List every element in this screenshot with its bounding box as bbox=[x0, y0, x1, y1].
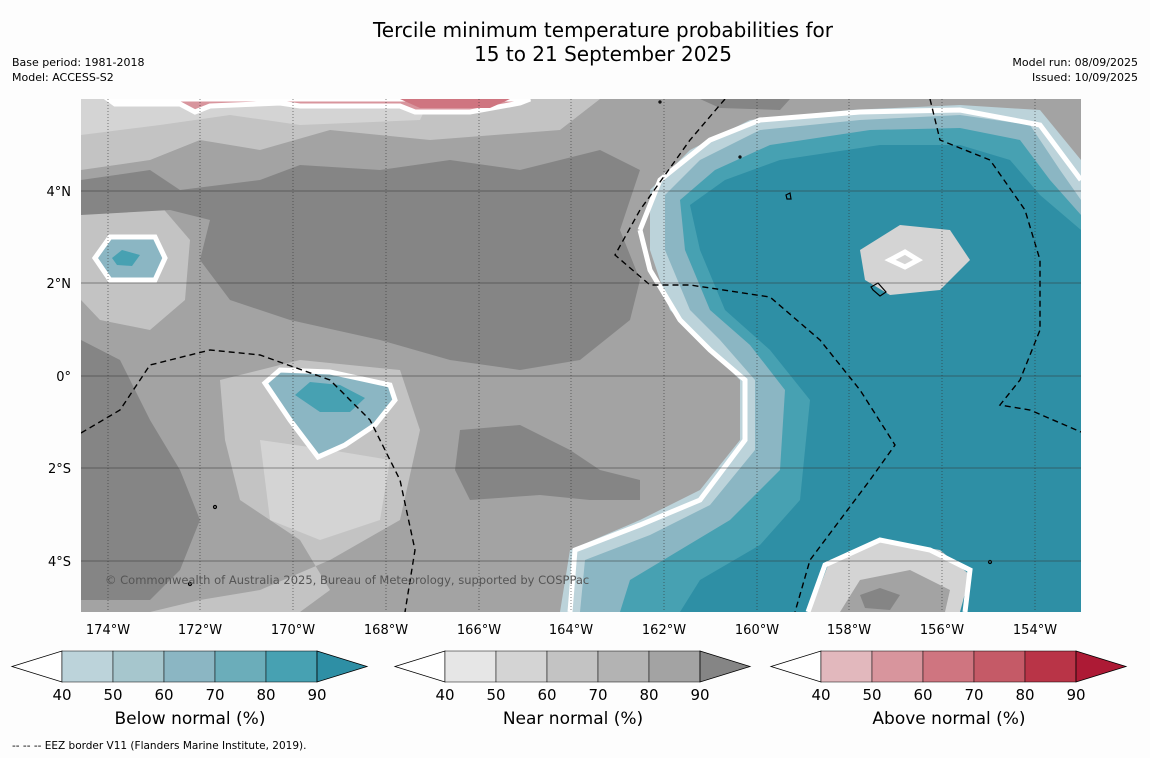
below-patch-central bbox=[261, 367, 398, 461]
colorbar-tick-label: 60 bbox=[913, 686, 932, 704]
colorbar: 40 50 60 70 80 90 bbox=[10, 650, 369, 704]
grid-lines bbox=[81, 190, 1081, 562]
lat-label: 2°N bbox=[47, 277, 72, 292]
map-field: © Commonwealth of Australia 2025, Bureau… bbox=[81, 99, 1081, 612]
below-patch-west-inner bbox=[112, 250, 140, 266]
colorbar-segment bbox=[163, 650, 216, 683]
colorbar-tick-label: 90 bbox=[1066, 686, 1085, 704]
colorbar-segment bbox=[973, 650, 1026, 683]
colorbar-extend-high bbox=[1075, 650, 1128, 683]
colorbar-segment bbox=[922, 650, 975, 683]
colorbar-segment bbox=[648, 650, 701, 683]
colorbar-tick-label: 90 bbox=[690, 686, 709, 704]
lat-label: 4°S bbox=[48, 555, 71, 570]
below-patch-central-inner bbox=[295, 382, 365, 412]
colorbar-group: 40 50 60 70 80 90 40 50 60 70 80 90 40 50 60 70 80 90 bbox=[10, 650, 1128, 704]
colorbar-segment bbox=[820, 650, 873, 683]
colorbar-segment bbox=[444, 650, 497, 683]
colorbar-extend-high bbox=[316, 650, 369, 683]
lon-label: 174°W bbox=[86, 623, 130, 638]
copyright-notice: © Commonwealth of Australia 2025, Bureau… bbox=[105, 573, 589, 587]
near-lighter-south bbox=[260, 440, 390, 540]
lon-label: 154°W bbox=[1013, 623, 1057, 638]
colorbar-tick-label: 70 bbox=[588, 686, 607, 704]
base-period: Base period: 1981-2018 bbox=[12, 56, 145, 69]
model-run: Model run: 08/09/2025 bbox=[1012, 56, 1138, 69]
colorbar-tick-label: 90 bbox=[307, 686, 326, 704]
colorbar-extend-low bbox=[393, 650, 446, 683]
eez-borders bbox=[81, 99, 1081, 612]
tercile-boundary-east-coast bbox=[567, 229, 748, 612]
title-line-1: Tercile minimum temperature probabilitie… bbox=[372, 18, 834, 42]
lat-label: 2°S bbox=[48, 462, 71, 477]
colorbar-tick-label: 80 bbox=[1015, 686, 1034, 704]
colorbar-segment bbox=[871, 650, 924, 683]
colorbar-tick-label: 50 bbox=[862, 686, 881, 704]
tercile-boundary-east-patch bbox=[884, 249, 924, 270]
colorbar-tick-label: 50 bbox=[103, 686, 122, 704]
lon-label: 158°W bbox=[827, 623, 871, 638]
colorbar-segment bbox=[546, 650, 599, 683]
colorbar-segment bbox=[597, 650, 650, 683]
colorbar-tick-label: 70 bbox=[964, 686, 983, 704]
near-dark-region-3 bbox=[455, 425, 640, 500]
islands bbox=[187, 100, 993, 587]
colorbar-extend-low bbox=[10, 650, 63, 683]
near-dark-region-1 bbox=[81, 150, 640, 370]
lon-label: 164°W bbox=[549, 623, 593, 638]
colorbar-tick-label: 60 bbox=[154, 686, 173, 704]
colorbar-segment bbox=[265, 650, 318, 683]
lat-label: 0° bbox=[56, 370, 71, 385]
colorbar-segment bbox=[495, 650, 548, 683]
latitude-labels: 4°N 2°N 0° 2°S 4°S bbox=[47, 185, 72, 570]
colorbar-extend-high bbox=[699, 650, 752, 683]
colorbar-segment bbox=[1024, 650, 1077, 683]
lon-label: 170°W bbox=[271, 623, 315, 638]
lon-label: 166°W bbox=[457, 623, 501, 638]
title-line-2: 15 to 21 September 2025 bbox=[474, 42, 732, 66]
eez-footnote: -- -- -- EEZ border V11 (Flanders Marine… bbox=[12, 740, 307, 752]
colorbar-tick-label: 70 bbox=[205, 686, 224, 704]
colorbar-tick-label: 80 bbox=[639, 686, 658, 704]
tercile-boundary-southeast bbox=[805, 537, 973, 612]
colorbar-title-above: Above normal (%) bbox=[872, 709, 1026, 729]
lon-label: 168°W bbox=[364, 623, 408, 638]
above-region-top-mid bbox=[400, 99, 510, 108]
colorbar-tick-label: 40 bbox=[811, 686, 830, 704]
near-dark-region-2 bbox=[81, 340, 200, 600]
colorbar-tick-label: 40 bbox=[52, 686, 71, 704]
colorbar: 40 50 60 70 80 90 bbox=[769, 650, 1128, 704]
meta-right: Model run: 08/09/2025 Issued: 10/09/2025 bbox=[1012, 55, 1138, 85]
colorbar-segment bbox=[214, 650, 267, 683]
colorbar-tick-label: 60 bbox=[537, 686, 556, 704]
lat-label: 4°N bbox=[47, 185, 72, 200]
colorbar-segment bbox=[61, 650, 114, 683]
issued-date: Issued: 10/09/2025 bbox=[1031, 71, 1138, 84]
colorbar-extend-low bbox=[769, 650, 822, 683]
colorbar-title-below: Below normal (%) bbox=[114, 709, 266, 729]
below-region-east-strong bbox=[680, 145, 1081, 612]
lon-label: 160°W bbox=[735, 623, 779, 638]
colorbar-tick-label: 80 bbox=[256, 686, 275, 704]
longitude-labels: 174°W 172°W 170°W 168°W 166°W 164°W 162°W 160°W… bbox=[86, 623, 1057, 638]
map-title: Tercile minimum temperature probabilitie… bbox=[250, 18, 956, 66]
model-name: Model: ACCESS-S2 bbox=[12, 71, 114, 84]
colorbar: 40 50 60 70 80 90 bbox=[393, 650, 752, 704]
tercile-boundary-east bbox=[637, 107, 1081, 231]
colorbar-tick-label: 50 bbox=[486, 686, 505, 704]
colorbar-segment bbox=[112, 650, 165, 683]
colorbar-tick-label: 40 bbox=[435, 686, 454, 704]
near-dark-patch-southeast bbox=[860, 588, 900, 610]
lon-label: 156°W bbox=[920, 623, 964, 638]
lon-label: 162°W bbox=[642, 623, 686, 638]
colorbar-title-near: Near normal (%) bbox=[502, 709, 644, 729]
meta-left: Base period: 1981-2018 Model: ACCESS-S2 bbox=[12, 55, 144, 85]
lon-label: 172°W bbox=[178, 623, 222, 638]
